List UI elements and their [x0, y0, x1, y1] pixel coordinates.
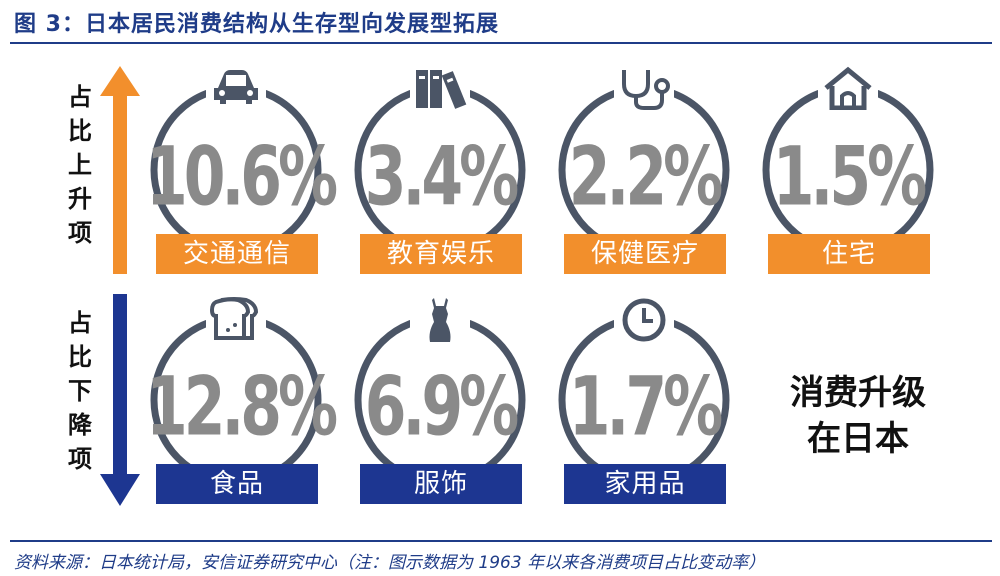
category-label: 服饰	[360, 464, 522, 504]
source-note: 资料来源：日本统计局，安信证券研究中心（注：图示数据为 1963 年以来各消费项…	[14, 553, 766, 573]
side-label-down-char: 比	[68, 343, 92, 371]
value-percent: 2.2%	[568, 130, 723, 225]
card-household-goods: 1.7% 家用品	[554, 296, 734, 506]
value-percent: 10.6%	[146, 130, 338, 225]
side-label-up: 占 比 上 升 项	[60, 80, 100, 250]
slogan-line: 在日本	[807, 419, 909, 459]
side-label-down-char: 降	[68, 411, 92, 439]
category-label: 教育娱乐	[360, 234, 522, 274]
side-label-down: 占 比 下 降 项	[60, 306, 100, 476]
value-percent: 3.4%	[364, 130, 519, 225]
side-label-up-char: 占	[68, 83, 92, 111]
category-label: 食品	[156, 464, 318, 504]
value-percent: 6.9%	[364, 360, 519, 455]
clock-icon	[614, 296, 674, 344]
category-label: 保健医疗	[564, 234, 726, 274]
title-divider	[10, 42, 992, 44]
down-arrow-icon	[100, 294, 140, 506]
slogan: 消费升级 在日本	[768, 370, 948, 462]
car-icon	[206, 66, 266, 114]
house-icon	[818, 66, 878, 114]
card-food: 12.8% 食品	[146, 296, 338, 506]
card-education-entertainment: 3.4% 教育娱乐	[350, 66, 530, 276]
books-icon	[410, 66, 470, 114]
card-transport-communication: 10.6% 交通通信	[146, 66, 338, 276]
slogan-line: 消费升级	[790, 373, 926, 413]
side-label-down-char: 下	[68, 377, 92, 405]
value-percent: 12.8%	[146, 360, 338, 455]
dress-icon	[410, 296, 470, 344]
category-label: 交通通信	[156, 234, 318, 274]
category-label: 住宅	[768, 234, 930, 274]
stethoscope-icon	[614, 66, 674, 114]
card-housing: 1.5% 住宅	[758, 66, 938, 276]
figure-title: 图 3：日本居民消费结构从生存型向发展型拓展	[14, 12, 499, 37]
side-label-up-char: 项	[68, 219, 92, 247]
bread-icon	[206, 296, 266, 344]
value-percent: 1.5%	[772, 130, 927, 225]
up-arrow-icon	[100, 66, 140, 274]
side-label-up-char: 升	[68, 185, 92, 213]
category-label: 家用品	[564, 464, 726, 504]
side-label-down-char: 项	[68, 445, 92, 473]
footer-divider	[10, 540, 992, 542]
card-clothing: 6.9% 服饰	[350, 296, 530, 506]
card-healthcare: 2.2% 保健医疗	[554, 66, 734, 276]
side-label-down-char: 占	[68, 309, 92, 337]
side-label-up-char: 上	[68, 151, 92, 179]
side-label-up-char: 比	[68, 117, 92, 145]
value-percent: 1.7%	[568, 360, 723, 455]
